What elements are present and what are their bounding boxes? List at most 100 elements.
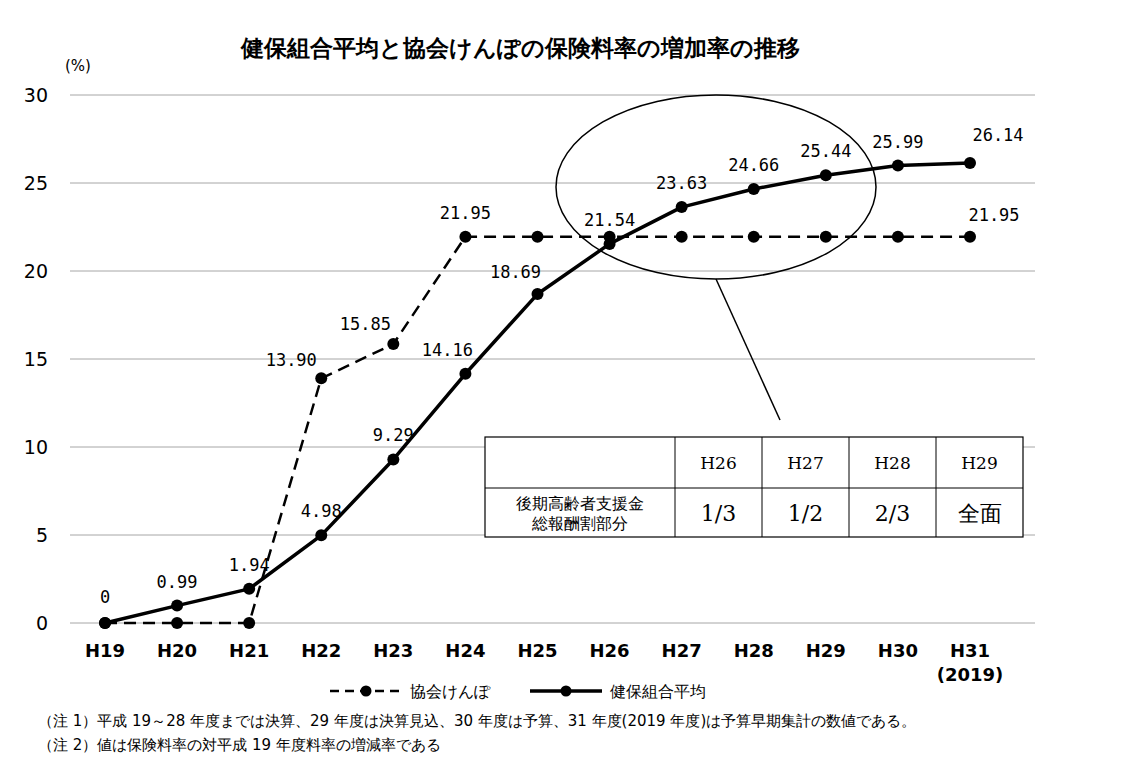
x-tick-label: H19 [85, 640, 125, 661]
x-tick-label-line: H26 [590, 640, 630, 661]
x-tick-label-line: H31 [950, 640, 990, 661]
legend-item: 健保組合平均 [530, 682, 706, 701]
plot-marks [99, 157, 976, 629]
x-tick-label-line: H20 [157, 640, 197, 661]
data-label: 0 [100, 587, 110, 607]
table-cell: 全面 [958, 501, 1002, 526]
x-tick-label-line: H21 [229, 640, 269, 661]
connector [716, 279, 780, 420]
table-cell: 2/3 [875, 501, 910, 526]
x-tick-label-line: H29 [806, 640, 846, 661]
table-rule [675, 437, 676, 537]
y-tick-label: 10 [24, 436, 48, 458]
table-row-label-line: 総報酬割部分 [531, 514, 628, 533]
table-cell: 1/2 [788, 501, 823, 526]
y-tick-label: 15 [24, 348, 48, 370]
data-label: 4.98 [301, 501, 342, 521]
legend-label: 健保組合平均 [610, 682, 706, 701]
y-tick-label: 20 [24, 260, 48, 282]
data-label: 21.95 [968, 205, 1019, 225]
grid-line [70, 271, 1035, 272]
legend-marker [361, 686, 372, 697]
grid-line [70, 95, 1035, 96]
data-label: 23.63 [656, 173, 707, 193]
grid-line [70, 183, 1035, 184]
point [243, 583, 255, 595]
y-axis-label: (%) [65, 57, 91, 75]
point [532, 231, 544, 243]
point [99, 617, 111, 629]
x-tick-label-line: H23 [373, 640, 413, 661]
x-tick-label: H31 (2019) [937, 640, 1004, 685]
point [459, 231, 471, 243]
data-label: 15.85 [340, 314, 391, 334]
table-rule [936, 437, 937, 537]
x-tick-label-line: H27 [662, 640, 702, 661]
data-label: 0.99 [157, 572, 198, 592]
legend-marker [561, 686, 572, 697]
data-label: 18.69 [490, 262, 541, 282]
grid-line [70, 359, 1035, 360]
y-tick-label: 30 [24, 84, 48, 106]
x-tick-label: H24 [445, 640, 485, 661]
data-label: 14.16 [422, 340, 473, 360]
chart: 健保組合平均と協会けんぽの保険料率の増加率の推移(%)051015202530H… [0, 0, 1132, 778]
x-tick-label-line: H30 [878, 640, 918, 661]
data-label: 9.29 [373, 425, 414, 445]
point [315, 529, 327, 541]
table-header: H28 [874, 453, 910, 473]
point [964, 231, 976, 243]
x-tick-label-line: H25 [517, 640, 557, 661]
note: （注 1）平成 19～28 年度までは決算、29 年度は決算見込、30 年度は予… [38, 712, 916, 730]
x-tick-label: H21 [229, 640, 269, 661]
y-tick-label: 25 [24, 172, 48, 194]
data-label: 21.95 [440, 203, 491, 223]
point [820, 231, 832, 243]
table-cell: 1/3 [701, 501, 736, 526]
table-rule [762, 437, 763, 537]
table-rule [485, 488, 1023, 489]
table-frame [485, 437, 1023, 537]
legend-label: 協会けんぽ [410, 682, 491, 701]
x-tick-label: H26 [590, 640, 630, 661]
x-tick-label-line: H28 [734, 640, 774, 661]
point [748, 183, 760, 195]
table-header: H27 [787, 453, 823, 473]
x-tick-label: H28 [734, 640, 774, 661]
data-label: 26.14 [972, 125, 1023, 145]
point [99, 617, 111, 629]
data-label: 21.54 [584, 210, 635, 230]
point [171, 617, 183, 629]
x-tick-label: H25 [517, 640, 557, 661]
legend-item: 協会けんぽ [330, 682, 491, 701]
table-rule [849, 437, 850, 537]
data-label: 13.90 [266, 350, 317, 370]
point [604, 238, 616, 250]
x-tick-label-line: H22 [301, 640, 341, 661]
x-tick-label: H20 [157, 640, 197, 661]
grid-line [70, 623, 1035, 624]
point [964, 157, 976, 169]
series-line [105, 237, 970, 623]
point [820, 169, 832, 181]
highlight-ellipse [556, 95, 876, 279]
note: （注 2）値は保険料率の対平成 19 年度料率の増減率である [38, 736, 441, 754]
data-label: 25.99 [872, 132, 923, 152]
point [387, 453, 399, 465]
point [171, 600, 183, 612]
data-label: 25.44 [800, 141, 851, 161]
y-tick-label: 0 [36, 612, 48, 634]
point [676, 201, 688, 213]
x-tick-label-line: H24 [445, 640, 485, 661]
table-row-label: 後期高齢者支援金総報酬割部分 [516, 494, 644, 533]
table-header: H29 [961, 453, 997, 473]
point [387, 338, 399, 350]
data-label: 24.66 [728, 155, 779, 175]
point [315, 372, 327, 384]
point [532, 288, 544, 300]
point [892, 231, 904, 243]
table-header: H26 [700, 453, 736, 473]
x-tick-label-line: (2019) [937, 664, 1004, 685]
point [243, 617, 255, 629]
x-tick-label: H23 [373, 640, 413, 661]
